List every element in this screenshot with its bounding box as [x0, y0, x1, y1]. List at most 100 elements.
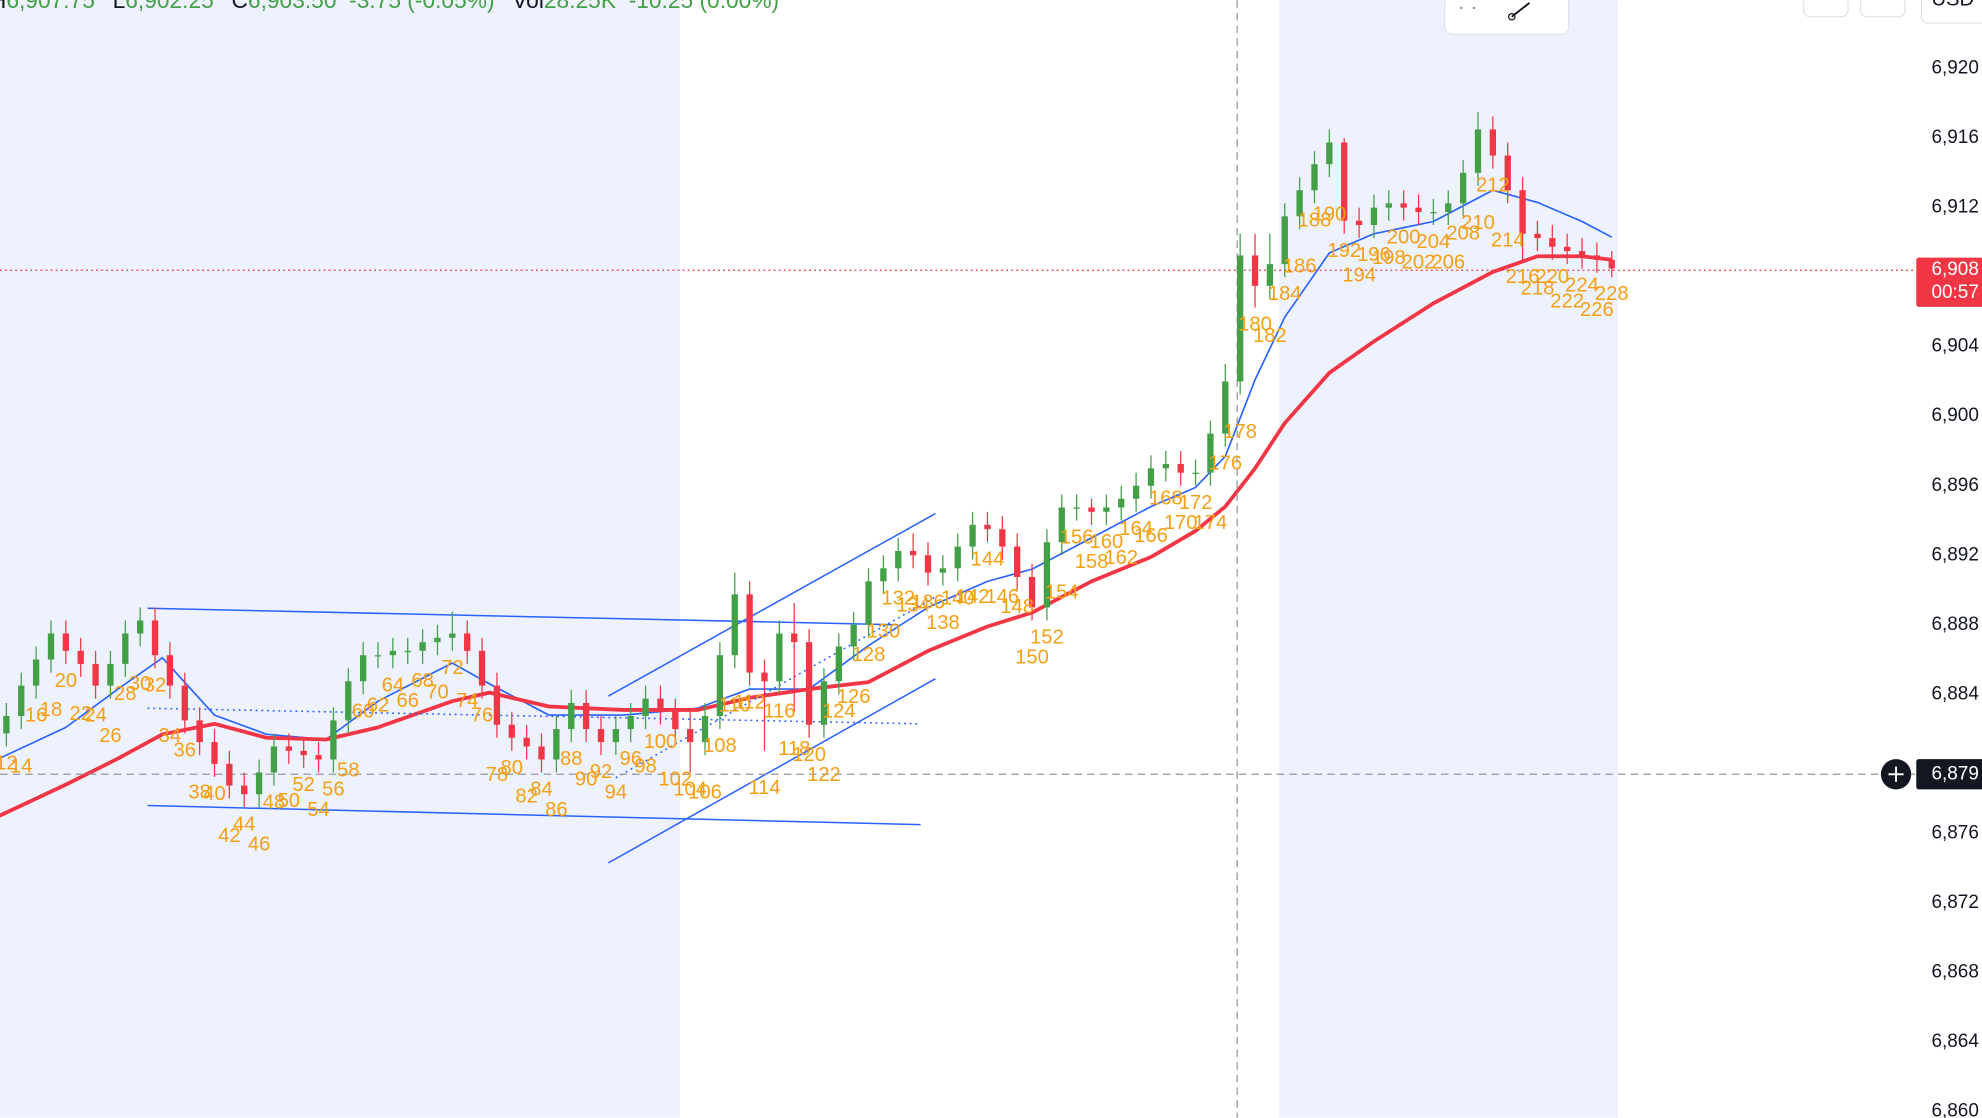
bar-number: 20: [55, 670, 77, 692]
bar-number: 12: [0, 752, 18, 774]
candle-body: [984, 524, 991, 530]
bar-number: 34: [159, 725, 182, 747]
icon-button[interactable]: [1803, 0, 1849, 18]
bar-number: 130: [867, 621, 901, 643]
candle-body: [1266, 264, 1274, 286]
candle-body: [612, 729, 620, 743]
bar-number: 118: [778, 738, 810, 760]
header-label: Vol: [512, 0, 544, 13]
bar-number: 166: [1134, 525, 1168, 547]
bar-number: 228: [1595, 283, 1629, 305]
candle-body: [1430, 211, 1437, 214]
candle-body: [107, 663, 114, 686]
candle-body: [1489, 129, 1497, 156]
candle-body: [1326, 142, 1333, 165]
candle-body: [181, 685, 188, 721]
bar-number: 80: [501, 757, 524, 779]
price-tag-value: 6,908: [1931, 259, 1978, 280]
bar-number: 174: [1194, 512, 1228, 534]
toolbar-box[interactable]: [1444, 0, 1570, 36]
bar-number: 204: [1417, 231, 1451, 253]
y-tick-label: 6,876: [1931, 822, 1978, 843]
y-tick-label: 6,900: [1931, 405, 1978, 426]
header-value: 6,903.50: [248, 0, 337, 13]
drag-handle[interactable]: [1459, 6, 1463, 10]
candle-body: [1608, 259, 1615, 269]
bar-number: 120: [792, 744, 826, 766]
bar-number: 202: [1402, 251, 1436, 273]
candle-body: [1251, 255, 1259, 286]
candle-body: [687, 729, 694, 743]
bar-number: 72: [441, 657, 464, 679]
bar-number: 122: [807, 764, 841, 786]
bar-number: 182: [1253, 325, 1287, 347]
candle-body: [850, 624, 857, 647]
y-tick-label: 6,860: [1931, 1100, 1978, 1118]
header-value: 28.25K: [544, 0, 616, 13]
trendline: [615, 596, 936, 779]
bar-number: 222: [1550, 290, 1584, 312]
candle-body: [166, 655, 174, 686]
candle-body: [1103, 507, 1110, 512]
bar-number: 110: [719, 695, 751, 717]
bar-number: 210: [1461, 212, 1495, 234]
header-value: 6,907.75: [6, 0, 95, 13]
candle-body: [1341, 142, 1348, 221]
bar-number: 90: [575, 768, 598, 790]
y-tick-label: 6,904: [1931, 336, 1978, 357]
candle-body: [880, 568, 887, 582]
candle-body: [449, 633, 456, 638]
candle-body: [137, 620, 144, 634]
candle-body: [1370, 207, 1378, 226]
bar-number: 156: [1060, 527, 1094, 549]
bar-number: 224: [1565, 275, 1599, 297]
header-label: H: [0, 0, 6, 13]
bar-number: 36: [174, 739, 197, 761]
trendline: [608, 512, 936, 697]
tool-icon[interactable]: [1507, 12, 1516, 21]
icon-button[interactable]: [1860, 0, 1906, 18]
candle-body: [1132, 485, 1140, 499]
bar-number: 226: [1580, 299, 1614, 321]
bar-number: 70: [426, 681, 449, 703]
bar-number: 52: [292, 774, 315, 796]
candle-body: [1222, 381, 1229, 434]
candle-body: [1162, 464, 1169, 469]
drag-handle[interactable]: [1472, 6, 1476, 10]
bar-number: 100: [644, 731, 678, 753]
candle-body: [731, 594, 738, 656]
toolbar[interactable]: [1444, 0, 1570, 36]
candle-body: [18, 685, 25, 717]
session-shade: [1279, 0, 1618, 1118]
header-value: 6,902.25: [125, 0, 214, 13]
bar-number: 18: [40, 699, 63, 721]
y-tick-label: 6,868: [1931, 961, 1978, 982]
legend-header: H6,907.75 L6,902.25 C6,903.50 -3.75 (-0.05%…: [0, 0, 779, 13]
bar-number: 178: [1223, 421, 1257, 443]
bar-number: 94: [605, 781, 628, 803]
bar-number: 162: [1104, 547, 1138, 569]
candle-body: [1088, 507, 1095, 512]
candle-body: [508, 724, 515, 738]
candle-body: [1534, 233, 1541, 239]
bar-number: 184: [1268, 283, 1302, 305]
candle-body: [672, 711, 679, 730]
candle-body: [1192, 472, 1199, 474]
candle-body: [657, 698, 664, 712]
bar-number: 212: [1476, 175, 1510, 197]
candle-body: [1043, 542, 1051, 608]
bar-number: 124: [822, 700, 856, 722]
candle-body: [1593, 255, 1601, 260]
moving-average: [0, 189, 1613, 760]
candle-body: [1385, 203, 1392, 208]
currency-button[interactable]: [1920, 0, 1982, 24]
candle-body: [835, 646, 842, 682]
candle-body: [895, 550, 902, 569]
bar-number: 28: [114, 683, 137, 705]
bar-number: 208: [1446, 222, 1480, 244]
bar-number: 146: [985, 586, 1019, 608]
y-tick-label: 6,920: [1931, 58, 1978, 79]
trendline: [608, 678, 936, 864]
candle-body: [300, 750, 307, 756]
candle-body: [270, 746, 278, 773]
